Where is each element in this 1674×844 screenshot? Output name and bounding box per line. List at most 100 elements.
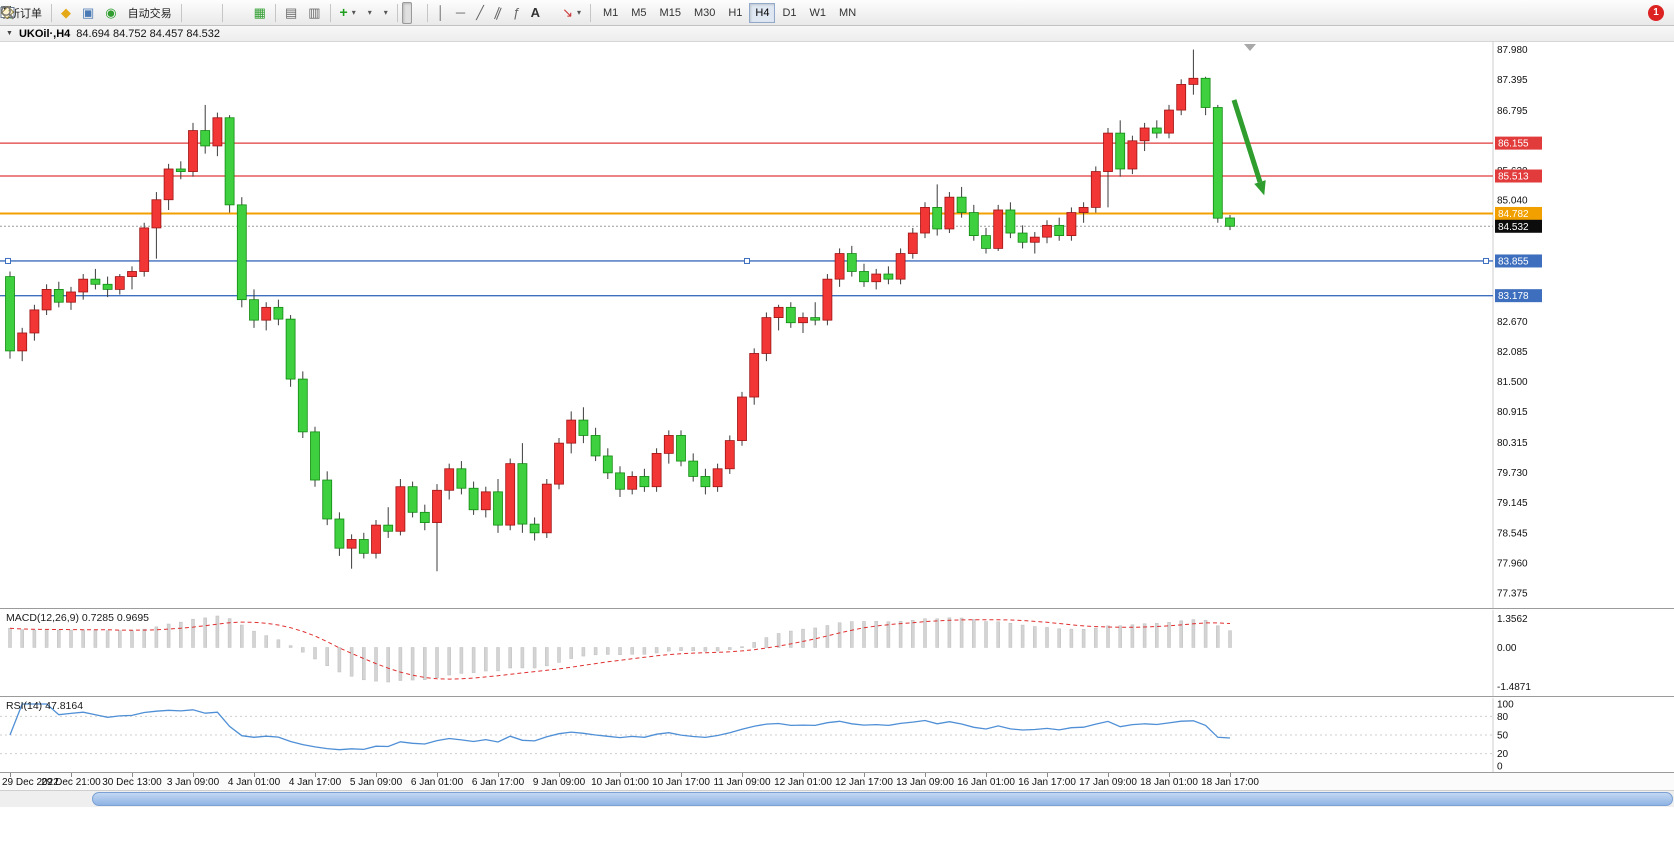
candle xyxy=(1188,49,1199,95)
notification-badge[interactable]: 1 xyxy=(1648,4,1664,21)
candle xyxy=(151,192,162,259)
arrange-vertical-button[interactable]: ▥ xyxy=(303,2,325,24)
price-flag-value: 83.178 xyxy=(1498,291,1529,302)
chart-shift-marker[interactable] xyxy=(1244,44,1256,51)
macd-bar xyxy=(325,647,329,666)
macd-bar xyxy=(1081,629,1086,648)
price-tick: 77.375 xyxy=(1497,589,1528,600)
hline-handle[interactable] xyxy=(1483,257,1489,264)
macd-scale-tick: 1.3562 xyxy=(1497,614,1528,625)
hline-handle[interactable] xyxy=(744,257,750,264)
macd-bar xyxy=(447,647,451,676)
timeframe-M5[interactable]: M5 xyxy=(625,3,652,23)
macd-bar xyxy=(57,629,61,648)
price-tick: 79.730 xyxy=(1497,468,1528,479)
label-tool-button[interactable] xyxy=(0,2,556,24)
candle xyxy=(395,479,406,536)
macd-scale-tick: 0.00 xyxy=(1497,643,1517,654)
macd-bar xyxy=(240,624,244,648)
timeframe-H1[interactable]: H1 xyxy=(722,3,748,23)
arrows-tool-button[interactable]: ↘ ▾ xyxy=(557,2,586,24)
macd-bar xyxy=(313,647,317,660)
auto-trading-button[interactable]: 自动交易 xyxy=(1,2,177,24)
timeframe-MN[interactable]: MN xyxy=(833,3,862,23)
candle xyxy=(627,471,638,495)
panel-divider[interactable] xyxy=(0,608,1674,610)
zoom-in-button[interactable] xyxy=(1,2,237,24)
candle xyxy=(907,227,918,259)
chart-bars-button[interactable] xyxy=(1,2,196,24)
timeframe-H4[interactable]: H4 xyxy=(749,2,776,23)
timeframe-group: M1 M5 M15 M30 H1 H4 D1 W1 MN xyxy=(597,2,862,23)
rsi-name: RSI(14) xyxy=(6,700,43,712)
candle xyxy=(602,448,613,480)
chart-line-button[interactable] xyxy=(0,2,218,24)
macd-scale-tick: -1.4871 xyxy=(1497,682,1531,693)
periods-button[interactable]: ▾ xyxy=(1,2,377,24)
time-tick xyxy=(986,773,987,777)
macd-bar xyxy=(654,647,659,654)
horizontal-line-icon: ─ xyxy=(455,5,466,20)
time-axis[interactable]: 29 Dec 2022 29 Dec 21:00 30 Dec 13:00 3 Jan… xyxy=(0,772,1674,790)
candle xyxy=(1054,217,1065,241)
add-indicator-button[interactable]: + ▾ xyxy=(335,2,361,24)
macd-bar xyxy=(264,635,268,648)
chart-candles-button[interactable] xyxy=(1,2,207,24)
fibonacci-tool-button[interactable]: ƒ xyxy=(507,2,524,24)
collapse-icon[interactable]: ▼ xyxy=(6,30,13,37)
macd-bar xyxy=(874,621,878,648)
price-flag xyxy=(1495,169,1542,183)
timeframe-M15[interactable]: M15 xyxy=(654,3,687,23)
annotation-arrow[interactable] xyxy=(1231,99,1263,183)
channel-tool-button[interactable]: ∥ xyxy=(490,2,507,24)
macd-label: MACD(12,26,9) 0.7285 0.9695 xyxy=(6,612,149,624)
candle xyxy=(1042,220,1052,244)
time-label: 10 Jan 17:00 xyxy=(652,777,710,788)
time-tick xyxy=(620,773,621,777)
timeframe-D1[interactable]: D1 xyxy=(776,3,802,23)
candle xyxy=(944,192,955,234)
macd-bar xyxy=(508,647,512,669)
text-tool-button[interactable]: A xyxy=(526,2,545,24)
hline-handle[interactable] xyxy=(5,257,11,264)
data-window-button[interactable]: ▣ xyxy=(77,2,99,24)
macd-bar xyxy=(837,622,842,648)
candle xyxy=(5,271,15,359)
horizontal-line-tool-button[interactable]: ─ xyxy=(451,2,470,24)
search-button[interactable] xyxy=(1,2,1640,24)
arrange-horizontal-button[interactable]: ▤ xyxy=(280,2,302,24)
candle xyxy=(871,268,882,290)
time-tick xyxy=(742,773,743,777)
cursor-tool-button[interactable] xyxy=(4,1,412,24)
trendline-tool-button[interactable]: ╱ xyxy=(471,2,489,24)
candle xyxy=(688,453,699,482)
zoom-out-button[interactable] xyxy=(1,2,248,24)
macd-bar xyxy=(118,630,122,648)
candle xyxy=(712,463,723,492)
vertical-line-tool-button[interactable]: │ xyxy=(432,2,450,24)
candle xyxy=(114,274,125,295)
panel-divider[interactable] xyxy=(0,696,1674,698)
candle xyxy=(1029,232,1040,254)
candle xyxy=(407,481,418,518)
horizontal-scrollbar xyxy=(0,790,1674,807)
tile-windows-button[interactable]: ▦ xyxy=(249,2,271,24)
price-flag xyxy=(1495,136,1542,150)
macd-bar xyxy=(679,647,683,651)
crosshair-tool-button[interactable] xyxy=(1,2,423,24)
toolbar-separator xyxy=(221,3,223,22)
timeframe-M1[interactable]: M1 xyxy=(597,3,624,23)
tile-windows-icon: ▦ xyxy=(253,5,266,20)
templates-button[interactable]: ▾ xyxy=(0,2,393,24)
macd-canvas[interactable]: 1.3562 0.00 -1.4871 xyxy=(0,610,1674,696)
market-watch-button[interactable]: ◆ xyxy=(56,2,76,24)
navigator-button[interactable]: ◉ xyxy=(100,2,121,24)
price-flag xyxy=(1495,219,1542,233)
chart-canvas[interactable]: 87.98087.39586.79585.62085.04082.67082.0… xyxy=(0,42,1674,610)
arrow-tool-icon: ↘ xyxy=(562,5,573,20)
timeframe-W1[interactable]: W1 xyxy=(804,3,833,23)
macd-bar xyxy=(1057,628,1061,648)
timeframe-M30[interactable]: M30 xyxy=(688,3,721,23)
scrollbar-thumb[interactable] xyxy=(92,792,1673,806)
